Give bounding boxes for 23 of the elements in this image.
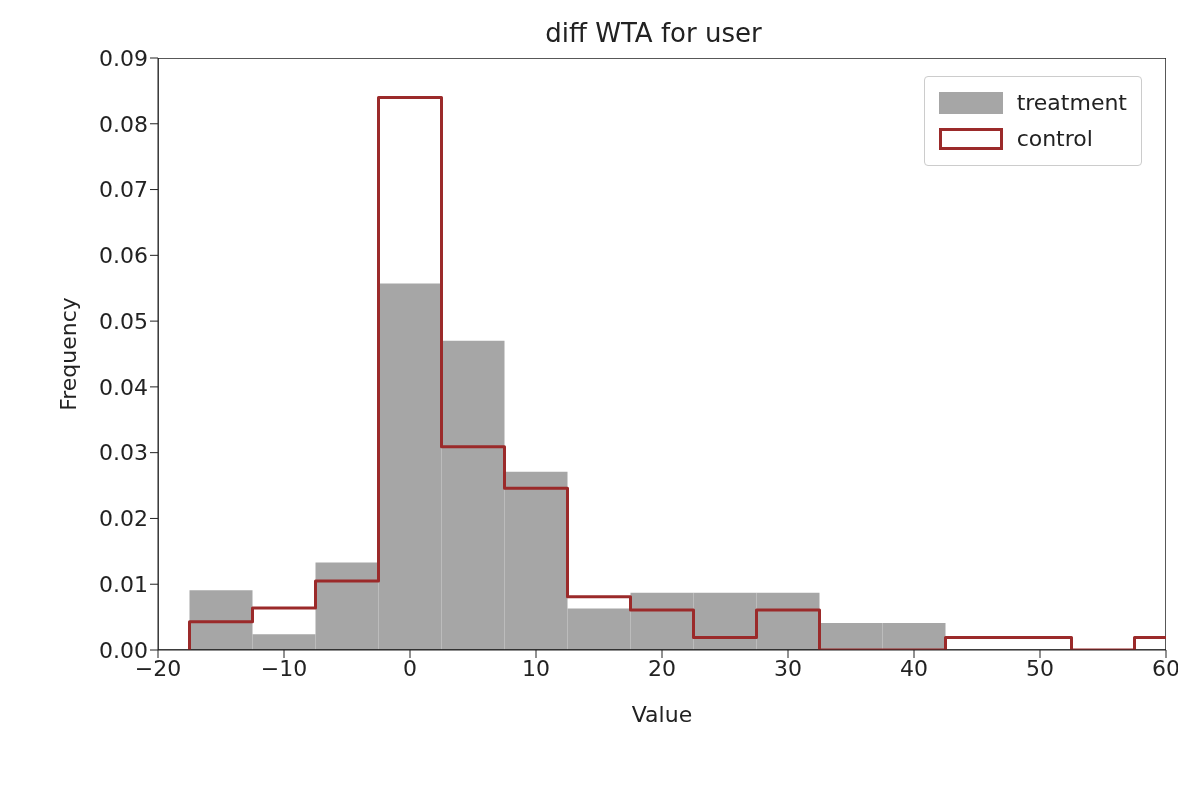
chart-title: diff WTA for user: [544, 18, 763, 48]
y-tick-label: 0.06: [99, 243, 148, 269]
y-tick-label: 0.03: [99, 440, 148, 466]
y-tick-label: 0.08: [99, 111, 148, 137]
y-tick-label: 0.09: [99, 45, 148, 71]
x-tick-label: 10: [522, 655, 550, 681]
x-tick-label: 40: [900, 655, 928, 681]
x-tick-label: 0: [403, 655, 417, 681]
x-tick-label: 20: [648, 655, 676, 681]
legend-label: treatment: [1016, 89, 1127, 117]
x-tick-label: 30: [774, 655, 802, 681]
x-tick-label: −10: [260, 655, 308, 681]
y-tick-label: 0.07: [99, 177, 148, 203]
x-tick-label: 60: [1152, 655, 1178, 681]
x-tick-label: 50: [1026, 655, 1054, 681]
y-tick-label: 0.02: [99, 506, 148, 532]
y-tick-label: 0.04: [99, 374, 148, 400]
x-axis-title: Value: [631, 702, 693, 727]
y-tick-label: 0.05: [99, 308, 148, 334]
legend-label: control: [1016, 125, 1093, 153]
y-tick-label: 0.00: [99, 637, 148, 663]
y-tick-label: 0.01: [99, 572, 148, 598]
y-axis-title: Frequency: [55, 297, 81, 411]
